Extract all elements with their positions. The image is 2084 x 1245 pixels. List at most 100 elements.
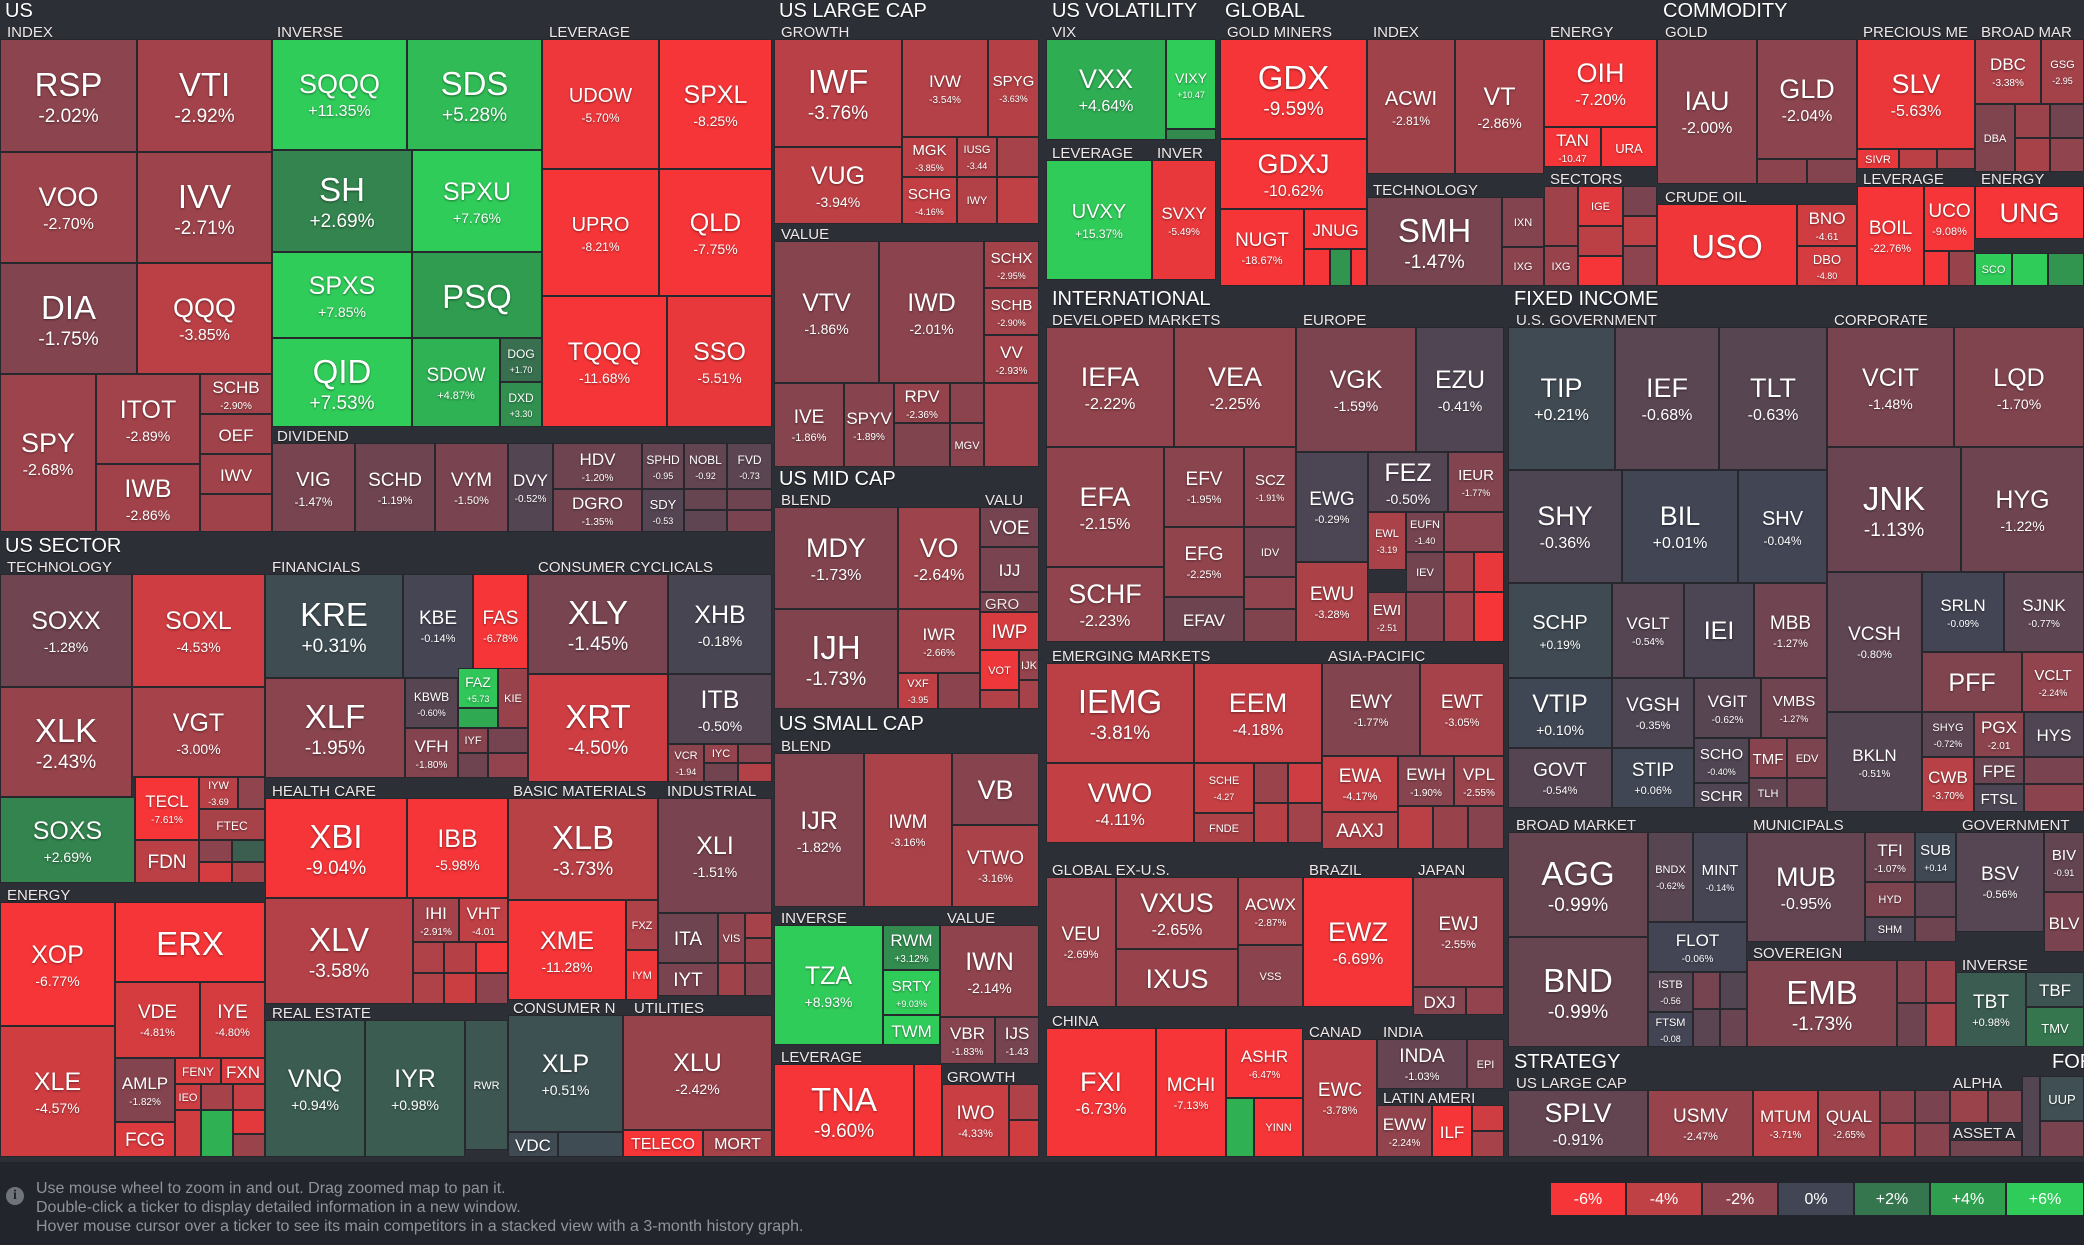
ticker-rwm[interactable]: RWM +3.12% [883, 925, 940, 970]
ticker-iau[interactable]: IAU -2.00% [1657, 39, 1757, 184]
ticker-nobl[interactable]: NOBL -0.92 [684, 443, 727, 489]
ticker-iwv[interactable]: IWV [200, 454, 272, 494]
ticker-tile[interactable] [980, 690, 1019, 709]
ticker-tile[interactable] [1244, 609, 1296, 642]
ticker-tecl[interactable]: TECL -7.61% [135, 777, 199, 840]
ticker-vht[interactable]: VHT -4.01 [459, 898, 508, 942]
ticker-tile[interactable] [738, 763, 772, 782]
ticker-gdxj[interactable]: GDXJ -10.62% [1220, 139, 1367, 209]
ticker-mchi[interactable]: MCHI -7.13% [1156, 1028, 1226, 1157]
ticker-ftsl[interactable]: FTSL [1974, 784, 2024, 812]
ticker-tile[interactable] [476, 942, 508, 973]
ticker-tile[interactable] [2050, 138, 2084, 172]
ticker-tlh[interactable]: TLH [1749, 778, 1787, 808]
ticker-ibb[interactable]: IBB -5.98% [407, 798, 508, 898]
ticker-ewt[interactable]: EWT -3.05% [1420, 663, 1504, 756]
ticker-spyg[interactable]: SPYG -3.63% [988, 39, 1039, 137]
ticker-tile[interactable] [2015, 138, 2050, 172]
ticker-vgit[interactable]: VGIT -0.62% [1694, 678, 1761, 738]
ticker-sco[interactable]: SCO [1975, 253, 2012, 286]
ticker-sh[interactable]: SH +2.69% [272, 150, 412, 252]
ticker-tile[interactable] [1915, 882, 1956, 917]
ticker-voo[interactable]: VOO -2.70% [0, 152, 137, 263]
ticker-ewg[interactable]: EWG -0.29% [1296, 452, 1368, 562]
ticker-oef[interactable]: OEF [200, 414, 272, 454]
ticker-usmv[interactable]: USMV -2.47% [1648, 1090, 1753, 1157]
ticker-ive[interactable]: IVE -1.86% [774, 383, 844, 467]
ticker-tile[interactable] [1288, 763, 1322, 803]
ticker-shv[interactable]: SHV -0.04% [1738, 470, 1827, 583]
ticker-ezu[interactable]: EZU -0.41% [1416, 327, 1504, 452]
ticker-tile[interactable] [684, 510, 727, 532]
ticker-yinn[interactable]: YINN [1254, 1098, 1303, 1157]
ticker-amlp[interactable]: AMLP -1.82% [115, 1058, 175, 1122]
ticker-lqd[interactable]: LQD -1.70% [1954, 327, 2084, 447]
ticker-sso[interactable]: SSO -5.51% [667, 296, 772, 427]
ticker-mgv[interactable]: MGV [950, 423, 984, 467]
ticker-vpl[interactable]: VPL -2.55% [1454, 756, 1504, 806]
ticker-vxus[interactable]: VXUS -2.65% [1116, 877, 1238, 949]
ticker-tile[interactable] [1351, 249, 1367, 286]
ticker-sdow[interactable]: SDOW +4.87% [412, 338, 500, 427]
ticker-iyf[interactable]: IYF [458, 728, 488, 753]
ticker-schg[interactable]: SCHG -4.16% [902, 177, 957, 224]
ticker-xrt[interactable]: XRT -4.50% [528, 674, 668, 782]
ticker-tile[interactable] [1899, 149, 1937, 169]
ticker-xbi[interactable]: XBI -9.04% [265, 798, 407, 898]
ticker-iye[interactable]: IYE -4.80% [200, 982, 265, 1058]
ticker-nugt[interactable]: NUGT -18.67% [1220, 209, 1304, 286]
ticker-bnd[interactable]: BND -0.99% [1508, 937, 1648, 1047]
ticker-tile[interactable] [200, 494, 272, 532]
ticker-vgsh[interactable]: VGSH -0.35% [1612, 678, 1694, 748]
ticker-vxf[interactable]: VXF -3.95 [898, 673, 938, 709]
ticker-tile[interactable] [684, 489, 727, 510]
ticker-mtum[interactable]: MTUM -3.71% [1753, 1090, 1818, 1157]
ticker-vb[interactable]: VB [952, 753, 1039, 825]
ticker-blv[interactable]: BLV [2044, 892, 2084, 952]
ticker-ixus[interactable]: IXUS [1116, 949, 1238, 1007]
ticker-iyt[interactable]: IYT [658, 963, 718, 996]
ticker-sdy[interactable]: SDY -0.53 [642, 489, 684, 532]
ticker-spy[interactable]: SPY -2.68% [0, 374, 96, 532]
ticker-tile[interactable] [1720, 1009, 1747, 1047]
ticker-tile[interactable] [476, 973, 508, 1004]
ticker-scz[interactable]: SCZ -1.91% [1244, 447, 1296, 527]
ticker-ivw[interactable]: IVW -3.54% [902, 39, 988, 137]
ticker-ijs[interactable]: IJS -1.43 [995, 1017, 1039, 1064]
ticker-tile[interactable] [1474, 552, 1504, 592]
ticker-iefa[interactable]: IEFA -2.22% [1046, 327, 1174, 447]
ticker-tile[interactable] [1578, 256, 1623, 286]
ticker-tile[interactable] [444, 973, 476, 1004]
ticker-ewc[interactable]: EWC -3.78% [1303, 1039, 1377, 1157]
ticker-aaxj[interactable]: AAXJ [1322, 812, 1398, 849]
ticker-tile[interactable] [413, 973, 444, 1004]
ticker-vxx[interactable]: VXX +4.64% [1046, 39, 1166, 140]
ticker-vclt[interactable]: VCLT -2.24% [2022, 652, 2084, 712]
ticker-vixy[interactable]: VIXY +10.47 [1166, 39, 1216, 129]
ticker-gdx[interactable]: GDX -9.59% [1220, 39, 1367, 139]
ticker-tile[interactable] [727, 510, 772, 532]
ticker-ijk[interactable]: IJK [1019, 650, 1039, 680]
ticker-tile[interactable] [413, 942, 444, 973]
ticker-sub[interactable]: SUB +0.14 [1915, 832, 1956, 882]
ticker-xlf[interactable]: XLF -1.95% [265, 678, 405, 778]
ticker-fxn[interactable]: FXN [221, 1058, 265, 1084]
ticker-qid[interactable]: QID +7.53% [272, 338, 412, 427]
ticker-psq[interactable]: PSQ [412, 252, 542, 338]
ticker-tile[interactable] [1623, 186, 1657, 216]
ticker-ita[interactable]: ITA [658, 913, 718, 963]
ticker-qld[interactable]: QLD -7.75% [659, 169, 772, 296]
ticker-tile[interactable] [1926, 960, 1956, 1003]
ticker-ihi[interactable]: IHI -2.91% [413, 898, 459, 942]
ticker-tile[interactable] [1926, 1003, 1956, 1047]
ticker-kie[interactable]: KIE [498, 668, 528, 728]
ticker-tile[interactable] [1444, 512, 1504, 552]
ticker-fnde[interactable]: FNDE [1194, 813, 1254, 843]
ticker-tile[interactable] [488, 728, 528, 753]
ticker-twm[interactable]: TWM [883, 1015, 940, 1045]
ticker-oih[interactable]: OIH -7.20% [1544, 39, 1657, 127]
ticker-uco[interactable]: UCO -9.08% [1924, 186, 1975, 251]
ticker-qual[interactable]: QUAL -2.65% [1818, 1090, 1880, 1157]
ticker-iwy[interactable]: IWY [957, 177, 997, 224]
ticker-vcit[interactable]: VCIT -1.48% [1827, 327, 1954, 447]
